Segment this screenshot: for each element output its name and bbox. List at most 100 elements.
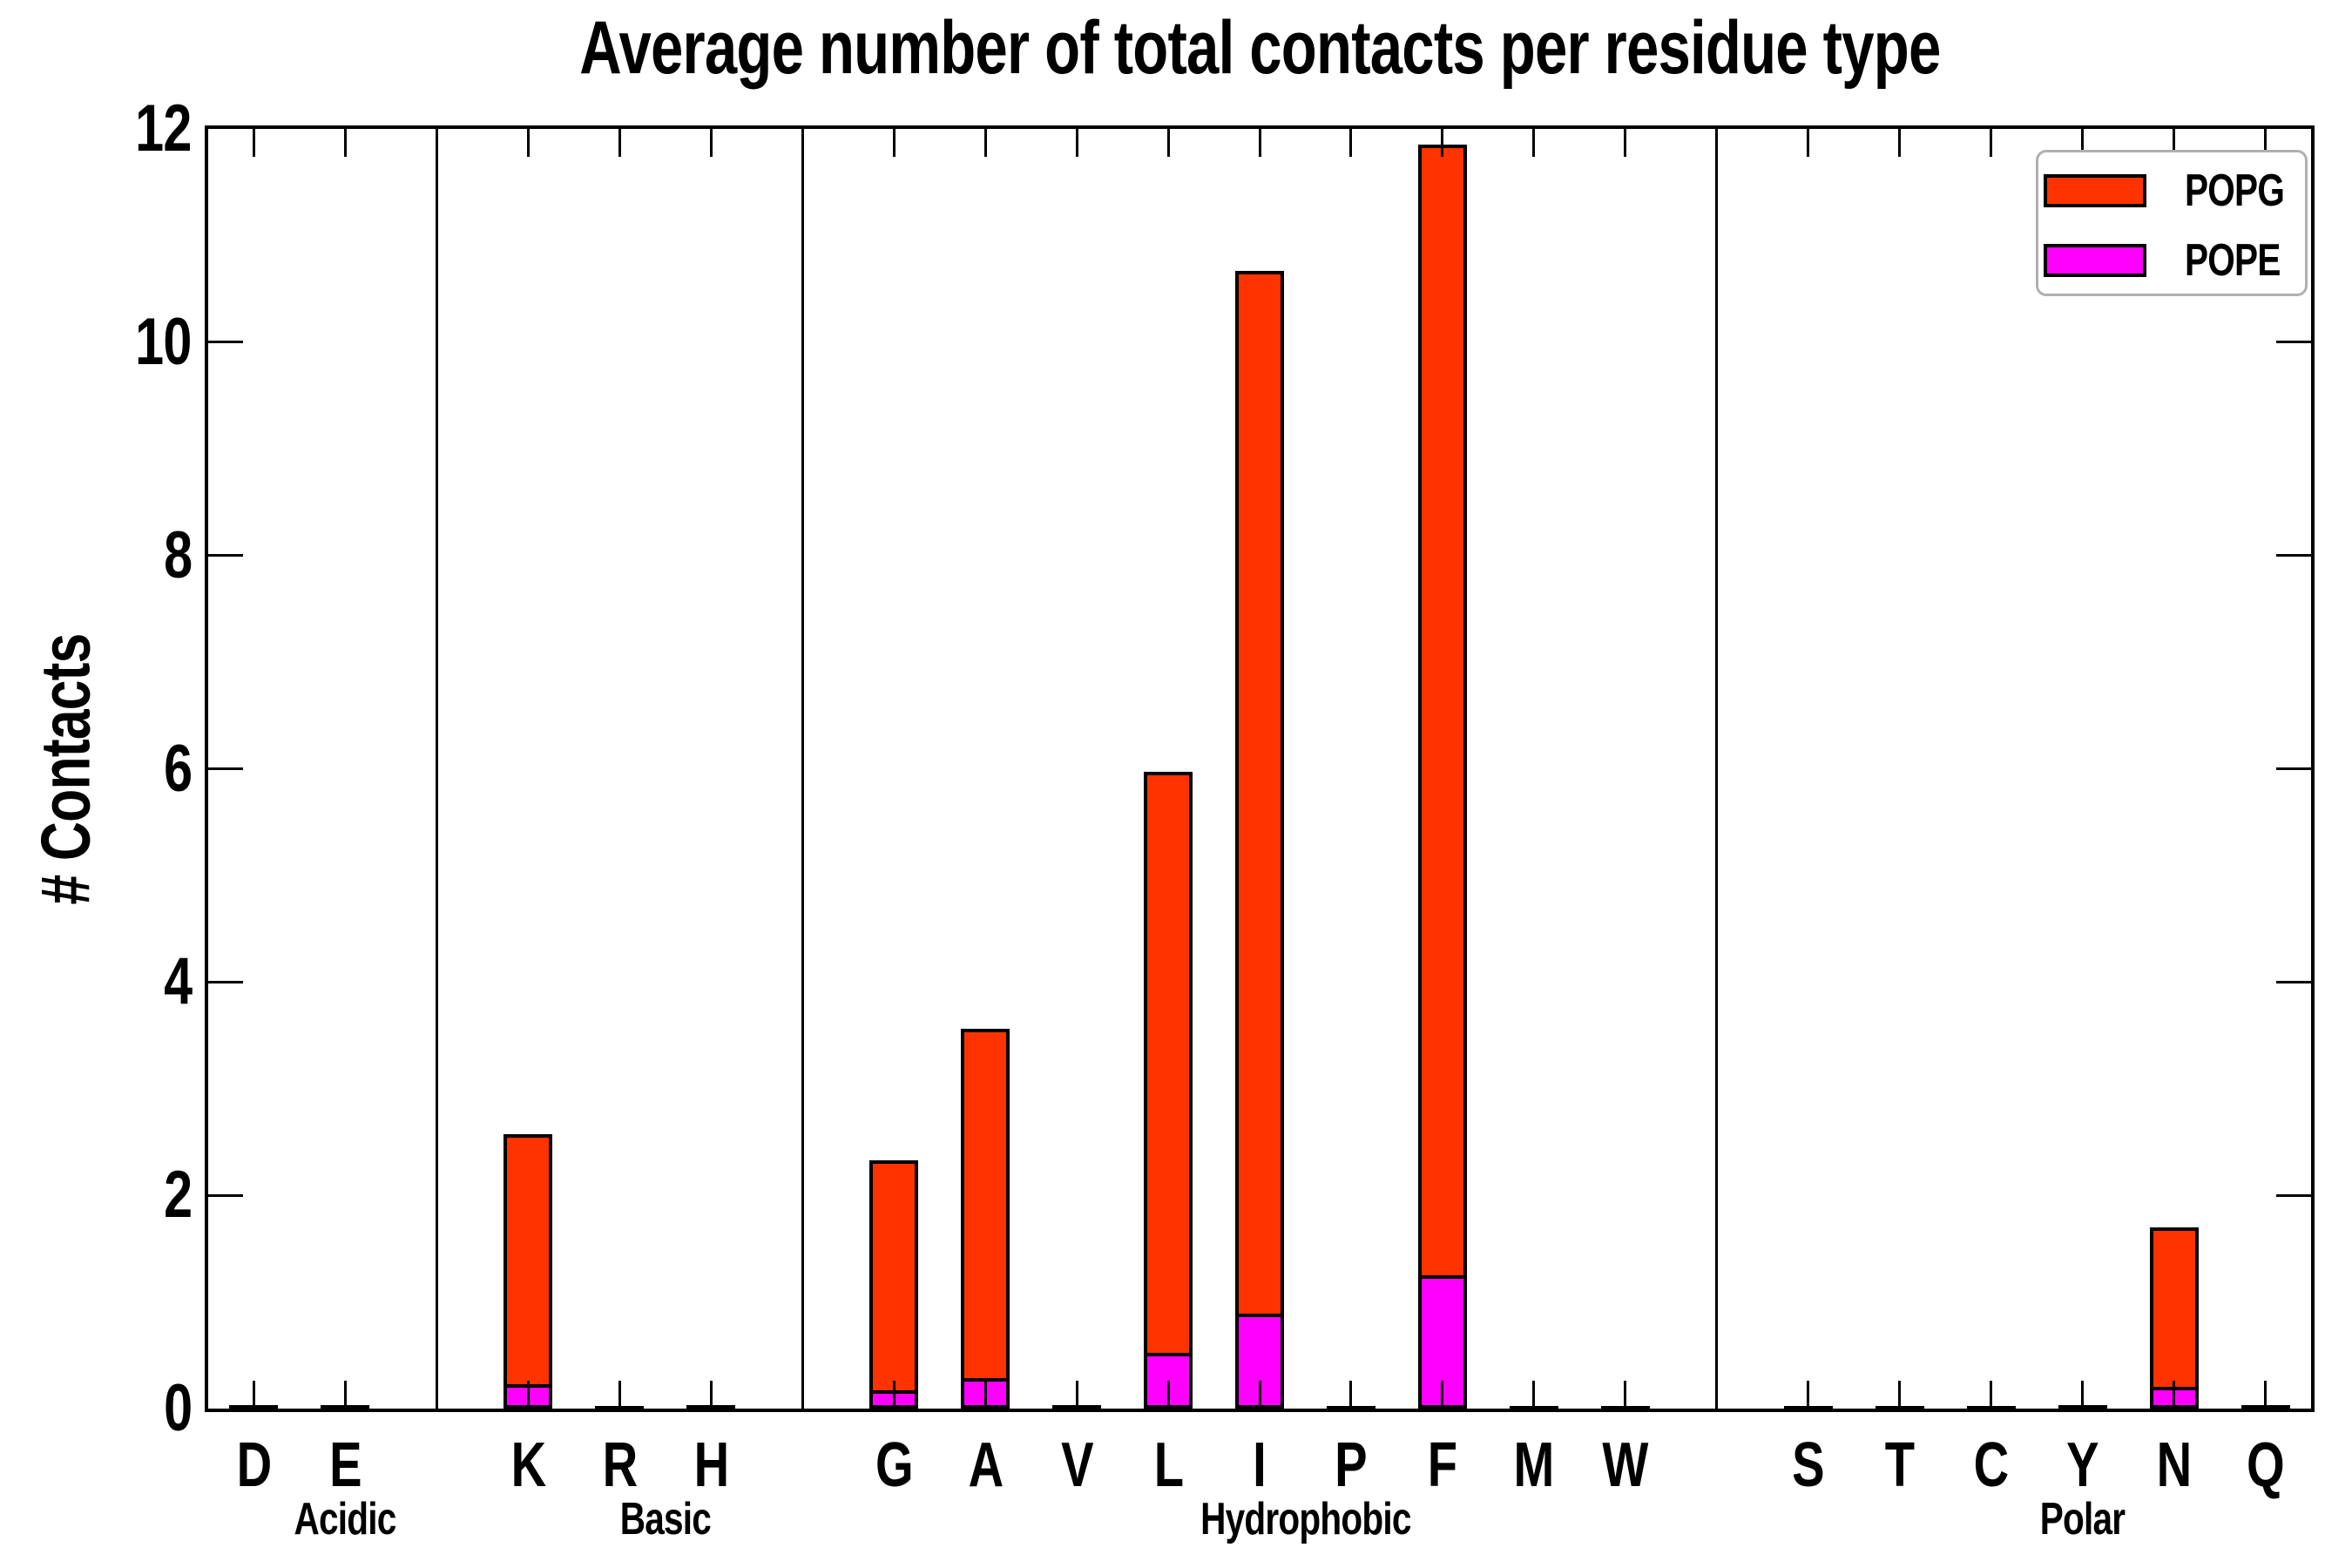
x-tick-label-G: G	[824, 1430, 963, 1500]
x-tick-label-N: N	[2105, 1430, 2244, 1500]
x-tick-bottom-C	[1990, 1381, 1993, 1409]
y-tick-left-8	[208, 554, 243, 558]
legend-label-text: POPE	[2185, 235, 2281, 286]
x-tick-label-text: H	[693, 1430, 729, 1500]
group-separator-line	[435, 129, 438, 1409]
group-label-text: Basic	[619, 1494, 712, 1544]
y-tick-label-text: 12	[135, 91, 193, 166]
y-tick-right-8	[2276, 554, 2311, 558]
x-tick-label-Y: Y	[2013, 1430, 2153, 1500]
legend-entry-pope: POPE	[2038, 235, 2305, 286]
x-tick-top-S	[1807, 129, 1810, 157]
y-tick-right-4	[2276, 980, 2311, 983]
x-tick-top-F	[1441, 129, 1444, 157]
x-tick-label-text: K	[510, 1430, 546, 1500]
group-label-polar: Polar	[1900, 1493, 2266, 1545]
y-tick-left-2	[208, 1193, 243, 1197]
y-tick-label-text: 0	[163, 1371, 193, 1445]
x-tick-label-W: W	[1556, 1430, 1695, 1500]
x-tick-label-text: W	[1602, 1430, 1649, 1500]
x-tick-top-T	[1898, 129, 1902, 157]
x-tick-top-Q	[2264, 129, 2268, 157]
x-tick-label-text: I	[1253, 1430, 1267, 1500]
x-tick-label-I: I	[1190, 1430, 1329, 1500]
x-tick-label-C: C	[1922, 1430, 2061, 1500]
y-tick-label-10: 10	[26, 303, 193, 382]
y-tick-right-10	[2276, 341, 2311, 344]
x-tick-label-text: M	[1513, 1430, 1555, 1500]
group-separator-line	[801, 129, 804, 1409]
x-tick-label-text: N	[2156, 1430, 2193, 1500]
group-label-acidic: Acidic	[162, 1493, 528, 1545]
x-tick-label-F: F	[1373, 1430, 1512, 1500]
x-tick-bottom-M	[1532, 1381, 1536, 1409]
x-tick-label-T: T	[1830, 1430, 1970, 1500]
plot-area	[205, 125, 2315, 1412]
y-tick-left-10	[208, 341, 243, 344]
group-label-text: Polar	[2039, 1494, 2126, 1544]
legend-label-pope: POPE	[2185, 234, 2308, 287]
x-tick-bottom-L	[1166, 1381, 1170, 1409]
x-tick-top-R	[618, 129, 621, 157]
x-tick-bottom-D	[252, 1381, 255, 1409]
y-tick-label-text: 6	[163, 731, 193, 806]
x-tick-label-R: R	[550, 1430, 689, 1500]
legend-label-text: POPG	[2185, 166, 2285, 216]
group-separator-line	[1715, 129, 1719, 1409]
x-tick-label-H: H	[641, 1430, 781, 1500]
group-label-text: Acidic	[294, 1494, 397, 1544]
x-tick-bottom-T	[1898, 1381, 1902, 1409]
x-tick-top-W	[1624, 129, 1627, 157]
x-tick-label-Q: Q	[2196, 1430, 2335, 1500]
x-tick-label-text: D	[236, 1430, 273, 1500]
x-tick-bottom-E	[343, 1381, 347, 1409]
x-tick-bottom-P	[1349, 1381, 1353, 1409]
x-tick-label-V: V	[1007, 1430, 1146, 1500]
group-label-text: Hydrophobic	[1200, 1494, 1411, 1544]
y-tick-label-2: 2	[26, 1156, 193, 1234]
chart-title: Average number of total contacts per res…	[208, 5, 2311, 91]
y-tick-label-text: 2	[163, 1158, 193, 1233]
x-tick-bottom-Y	[2081, 1381, 2085, 1409]
x-tick-bottom-S	[1807, 1381, 1810, 1409]
x-tick-top-V	[1075, 129, 1078, 157]
legend: POPG POPE	[2036, 150, 2308, 296]
y-tick-left-6	[208, 767, 243, 770]
x-tick-label-text: G	[875, 1430, 914, 1500]
x-tick-bottom-F	[1441, 1381, 1444, 1409]
x-tick-bottom-W	[1624, 1381, 1627, 1409]
x-tick-label-text: C	[1973, 1430, 2010, 1500]
x-tick-label-text: A	[968, 1430, 1004, 1500]
group-label-basic: Basic	[483, 1493, 848, 1545]
x-tick-label-text: F	[1428, 1430, 1457, 1500]
x-tick-label-text: S	[1792, 1430, 1825, 1500]
x-tick-label-text: V	[1060, 1430, 1093, 1500]
x-tick-top-D	[252, 129, 255, 157]
x-tick-label-D: D	[184, 1430, 323, 1500]
x-tick-top-P	[1349, 129, 1353, 157]
x-tick-bottom-K	[526, 1381, 530, 1409]
x-tick-bottom-H	[709, 1381, 713, 1409]
y-tick-label-0: 0	[26, 1369, 193, 1448]
x-tick-label-text: T	[1884, 1430, 1915, 1500]
x-tick-label-E: E	[275, 1430, 415, 1500]
x-tick-top-I	[1258, 129, 1261, 157]
x-tick-top-C	[1990, 129, 1993, 157]
y-tick-label-text: 8	[163, 517, 193, 592]
x-tick-bottom-R	[618, 1381, 621, 1409]
x-tick-top-A	[983, 129, 987, 157]
x-tick-label-A: A	[916, 1430, 1055, 1500]
x-tick-bottom-G	[892, 1381, 896, 1409]
bar-F	[1417, 145, 1467, 1409]
x-tick-top-Y	[2081, 129, 2085, 157]
x-tick-top-M	[1532, 129, 1536, 157]
legend-swatch-popg	[2044, 174, 2146, 207]
x-tick-top-N	[2173, 129, 2176, 157]
bar-G	[869, 1160, 919, 1409]
bar-L	[1144, 772, 1193, 1409]
y-tick-label-8: 8	[26, 517, 193, 595]
legend-label-popg: POPG	[2185, 165, 2312, 217]
bar-K	[504, 1134, 553, 1409]
x-tick-top-K	[526, 129, 530, 157]
